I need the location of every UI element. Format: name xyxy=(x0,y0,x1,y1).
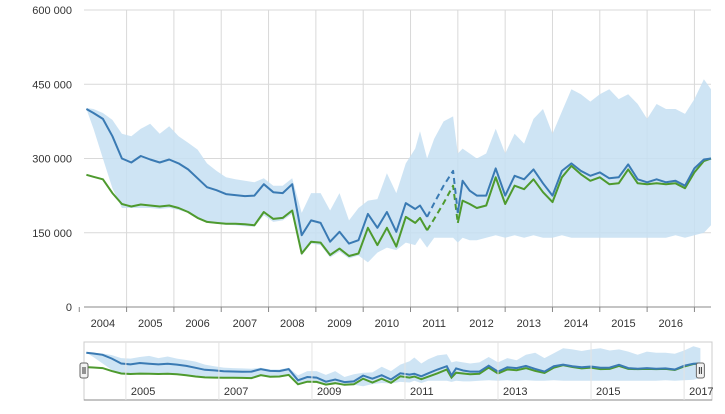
upper-series-line xyxy=(85,108,428,245)
x-tick-label: 2005 xyxy=(138,318,162,330)
x-tick-label: 2008 xyxy=(280,318,304,330)
navigator-tick-label: 2005 xyxy=(131,386,155,398)
navigator-tick-label: 2015 xyxy=(596,386,620,398)
lower-series-line xyxy=(86,173,428,257)
range-band xyxy=(86,79,711,263)
handle-grip[interactable] xyxy=(79,362,89,379)
navigator-tick-label: 2007 xyxy=(224,386,248,398)
y-tick-label: 150 000 xyxy=(32,228,72,240)
series-group xyxy=(85,108,712,257)
x-tick-label: 2011 xyxy=(422,318,446,330)
x-tick-label: 2009 xyxy=(327,318,351,330)
navigator-labels: 2005 2007 2009 2011 2013 2015 2017 xyxy=(131,386,714,398)
handle-grip[interactable] xyxy=(695,362,705,379)
navigator-tick-label: 2011 xyxy=(410,386,434,398)
x-tick-label: 2015 xyxy=(611,318,635,330)
lower-series-line xyxy=(426,184,459,231)
navigator-tick-label: 2009 xyxy=(317,386,341,398)
upper-series-line xyxy=(426,169,459,218)
navigator-handle-left[interactable] xyxy=(79,362,89,379)
y-tick-label: 300 000 xyxy=(32,154,72,166)
x-tick-label: 2004 xyxy=(91,318,115,330)
navigator-band xyxy=(86,346,701,387)
x-tick-label: 2013 xyxy=(517,318,541,330)
navigator-tick-label: 2013 xyxy=(503,386,527,398)
x-tick-label: 2014 xyxy=(564,318,588,330)
x-tick-label: 2010 xyxy=(375,318,399,330)
y-tick-label: 450 000 xyxy=(32,79,72,91)
navigator[interactable]: 2005 2007 2009 2011 2013 2015 2017 xyxy=(79,341,714,401)
y-axis-labels: 0 150 000 300 000 450 000 600 000 xyxy=(32,5,72,314)
navigator-handle-right[interactable] xyxy=(695,362,705,379)
x-tick-label: 2016 xyxy=(659,318,683,330)
navigator-ticks xyxy=(125,342,685,400)
lower-series-line xyxy=(456,157,712,224)
y-tick-label: 0 xyxy=(66,302,72,314)
upper-series-line xyxy=(456,157,712,214)
navigator-tick-label: 2017 xyxy=(689,386,713,398)
x-axis-labels: 2004 2005 2006 2007 2008 2009 2010 2011 2012 2013… xyxy=(78,307,695,330)
x-tick-label: 2007 xyxy=(233,318,257,330)
y-tick-label: 600 000 xyxy=(32,5,72,17)
x-tick-label: 2012 xyxy=(469,318,493,330)
x-tick-label: 2006 xyxy=(185,318,209,330)
